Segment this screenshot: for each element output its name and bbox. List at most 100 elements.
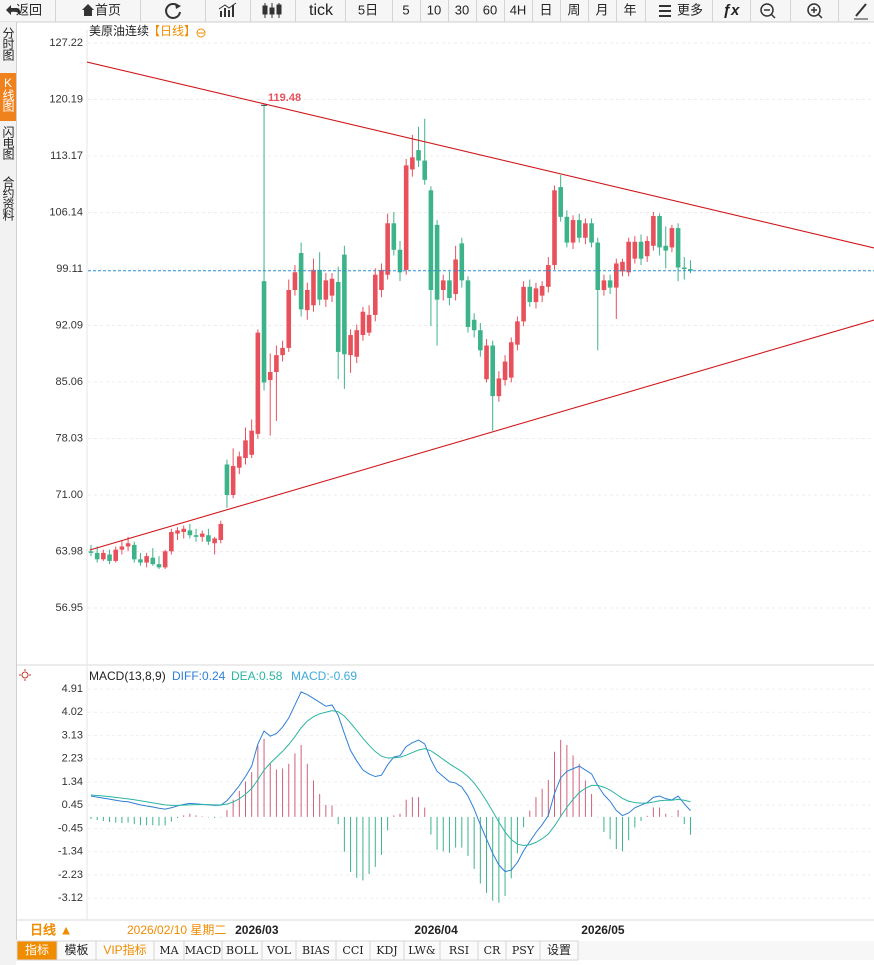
candle-body: [471, 319, 477, 331]
y-tick-label: 4.91: [62, 683, 83, 695]
candle-body: [187, 530, 193, 536]
candle-body: [218, 523, 224, 541]
bottom-tab[interactable]: PSY: [512, 944, 535, 957]
bottom-tab[interactable]: VOL: [266, 944, 292, 957]
period-button[interactable]: 日线 ▲: [30, 922, 72, 937]
candle-icon[interactable]: [262, 3, 282, 18]
candle-body: [570, 220, 576, 243]
bars-icon[interactable]: [218, 2, 237, 17]
toolbar-button[interactable]: 返回: [16, 2, 42, 17]
candle-body: [119, 546, 125, 550]
back-icon[interactable]: [6, 5, 21, 15]
candle-body: [150, 557, 156, 565]
fx-icon[interactable]: ƒx: [723, 2, 740, 19]
sidebar-tab[interactable]: 合约资料: [1, 175, 15, 221]
y-tick-label: 92.09: [55, 319, 83, 331]
candle-body: [440, 280, 446, 291]
candle-body: [675, 228, 681, 268]
candle-body: [323, 280, 329, 300]
candle-body: [379, 269, 384, 291]
bottom-tab[interactable]: 设置: [547, 943, 571, 957]
zoom-out-icon[interactable]: [760, 3, 776, 19]
candle-body: [478, 330, 483, 351]
bottom-tab[interactable]: 指标: [25, 942, 49, 957]
bottom-tab[interactable]: CR: [484, 944, 501, 957]
candle-body: [212, 538, 217, 544]
toolbar-button[interactable]: 5: [402, 2, 409, 17]
candle-body: [607, 280, 613, 288]
toolbar-button[interactable]: 5日: [358, 2, 378, 17]
home-icon[interactable]: [82, 4, 94, 16]
candle-body: [681, 267, 687, 270]
y-tick-label: 3.13: [62, 729, 83, 741]
macd-header: MACD(13,8,9): [89, 669, 166, 683]
candle-body: [305, 290, 310, 311]
candle-body: [206, 535, 211, 542]
pencil-icon[interactable]: [854, 3, 868, 20]
toolbar-button[interactable]: 首页: [95, 2, 121, 17]
candle-body: [459, 243, 465, 281]
bottom-tab[interactable]: CCI: [342, 944, 363, 957]
candle-body: [620, 261, 625, 272]
high-label: 119.48: [268, 92, 301, 104]
bottom-tab[interactable]: BOLL: [226, 944, 259, 957]
candle-body: [453, 259, 458, 295]
candle-body: [521, 286, 526, 322]
refresh-icon[interactable]: [165, 3, 181, 19]
candle-body: [626, 241, 631, 273]
candle-body: [558, 187, 563, 217]
toolbar-button[interactable]: 日: [539, 2, 552, 17]
sidebar-tab[interactable]: 分时图: [1, 27, 15, 61]
candle-body: [193, 535, 199, 537]
toolbar-button[interactable]: 4H: [510, 2, 527, 17]
candle-body: [125, 543, 131, 547]
macd-legend: DIFF:0.24: [172, 669, 226, 683]
bottom-tab[interactable]: KDJ: [376, 944, 397, 957]
toolbar-button[interactable]: tick: [309, 2, 334, 19]
bottom-tab[interactable]: MA: [159, 944, 179, 957]
toolbar-button[interactable]: 10: [427, 2, 441, 17]
bottom-tab[interactable]: VIP指标: [103, 942, 146, 957]
candle-body: [447, 280, 452, 299]
toolbar-button[interactable]: 30: [455, 2, 469, 17]
candle-body: [502, 361, 508, 381]
chart-period: 【日线】: [148, 24, 196, 38]
candle-body: [651, 216, 656, 246]
zoom-in-icon[interactable]: [807, 3, 823, 19]
candle-body: [385, 223, 390, 275]
sidebar-tab[interactable]: K线图: [1, 76, 15, 112]
toolbar-button[interactable]: 60: [483, 2, 497, 17]
candle-body: [546, 265, 551, 287]
candle-body: [539, 285, 545, 296]
candle-body: [261, 281, 267, 383]
bottom-tab[interactable]: RSI: [449, 944, 469, 957]
y-tick-label: -2.23: [58, 869, 83, 881]
candle-body: [243, 440, 248, 459]
bottom-tab[interactable]: LW&: [408, 944, 436, 957]
candle-body: [391, 223, 397, 250]
bottom-tab[interactable]: BIAS: [302, 944, 330, 957]
y-tick-label: -0.45: [58, 822, 83, 834]
candle-body: [360, 311, 366, 336]
toolbar-button[interactable]: 周: [567, 2, 580, 17]
candle-body: [663, 245, 669, 251]
macd-settings-icon[interactable]: [19, 669, 31, 681]
candle-body: [428, 190, 434, 291]
candle-body: [169, 531, 174, 552]
toolbar-button[interactable]: 年: [623, 2, 636, 17]
candle-body: [255, 332, 261, 434]
candle-body: [181, 528, 186, 532]
toolbar-button[interactable]: 更多: [677, 2, 703, 17]
sidebar-tab[interactable]: 闪电图: [1, 126, 15, 160]
trendline: [87, 61, 874, 249]
bottom-tab[interactable]: 模板: [64, 943, 88, 957]
candle-body: [496, 378, 502, 397]
period-icon[interactable]: [196, 28, 206, 38]
candle-body: [366, 314, 372, 333]
candle-body: [342, 254, 347, 355]
bottom-tab[interactable]: MACD: [185, 944, 222, 957]
toolbar-button[interactable]: 月: [595, 2, 608, 17]
candle-body: [632, 241, 638, 259]
menu-icon[interactable]: [659, 5, 671, 17]
